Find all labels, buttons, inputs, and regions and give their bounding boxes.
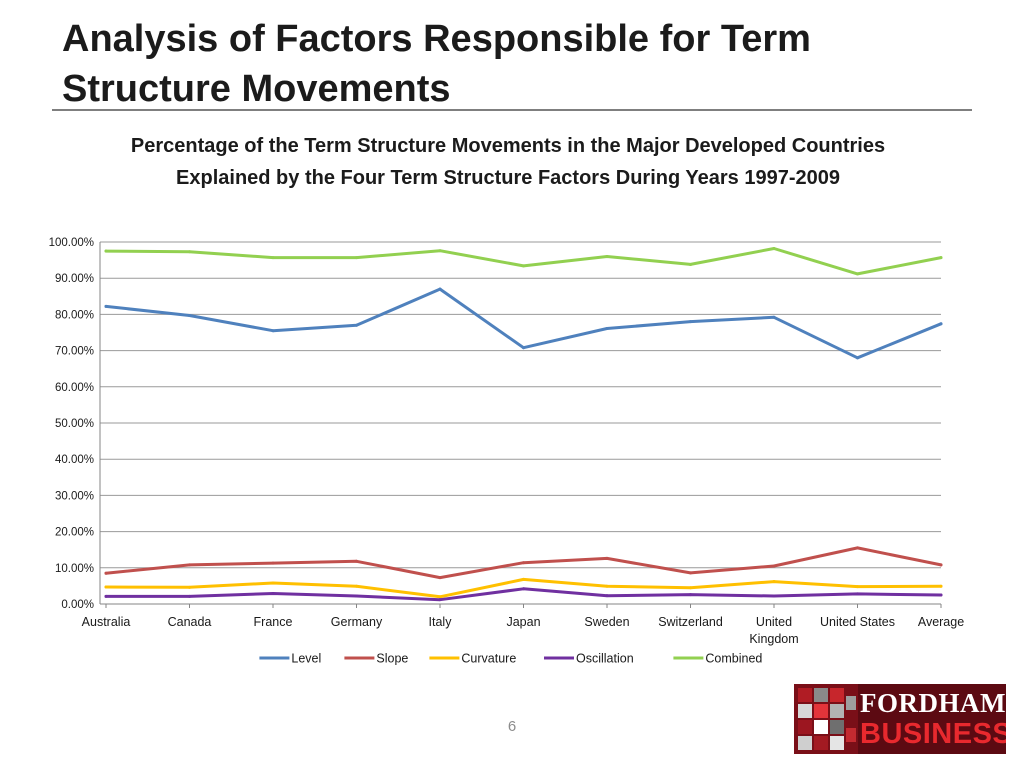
- x-tick-label: Average: [918, 615, 964, 629]
- x-tick-label: Germany: [331, 615, 383, 629]
- data-point-level: [689, 320, 692, 324]
- data-point-combined: [856, 272, 859, 276]
- data-point-level: [438, 287, 442, 291]
- data-point-oscillation: [522, 587, 525, 591]
- data-point-slope: [772, 564, 776, 568]
- data-point-curvature: [772, 580, 776, 584]
- x-tick-label: United Kingdom: [749, 615, 798, 646]
- logo-line-2: BUSINESS: [860, 718, 1006, 750]
- data-point-slope: [856, 546, 859, 550]
- y-tick-label: 40.00%: [55, 454, 94, 466]
- data-point-level: [856, 356, 859, 360]
- data-point-level: [104, 304, 108, 308]
- data-point-oscillation: [355, 594, 358, 598]
- x-tick-label: United States: [820, 615, 895, 629]
- legend-label-combined: Combined: [705, 652, 762, 666]
- data-point-level: [188, 313, 191, 317]
- series-line-oscillation: [104, 587, 943, 602]
- legend-label-curvature: Curvature: [461, 652, 516, 666]
- data-point-curvature: [522, 577, 525, 581]
- data-point-curvature: [689, 586, 692, 590]
- y-tick-label: 30.00%: [55, 490, 94, 502]
- data-point-combined: [271, 256, 275, 260]
- data-point-oscillation: [856, 592, 859, 596]
- data-point-combined: [689, 262, 692, 266]
- x-tick-label: France: [254, 615, 293, 629]
- data-point-slope: [104, 571, 108, 575]
- slide-title: Analysis of Factors Responsible for Term…: [62, 18, 811, 110]
- y-tick-label: 90.00%: [55, 273, 94, 285]
- data-point-slope: [438, 576, 442, 580]
- data-point-slope: [605, 556, 609, 560]
- data-point-level: [605, 327, 609, 331]
- data-point-curvature: [605, 584, 609, 588]
- data-point-curvature: [271, 581, 275, 585]
- page-number: 6: [507, 718, 517, 735]
- logo-mosaic-icon: [794, 684, 858, 754]
- line-chart: 0.00% 10.00% 20.00% 30.00% 40.00% 50.00% 60.00…: [49, 237, 965, 666]
- data-point-curvature: [355, 584, 358, 588]
- y-tick-label: 80.00%: [55, 309, 94, 321]
- legend-label-slope: Slope: [376, 652, 408, 666]
- data-point-slope: [689, 571, 692, 575]
- data-point-curvature: [188, 585, 191, 589]
- data-point-combined: [605, 254, 609, 258]
- data-point-combined: [188, 250, 191, 254]
- y-tick-label: 60.00%: [55, 382, 94, 394]
- data-point-oscillation: [772, 594, 776, 598]
- data-point-oscillation: [188, 594, 191, 598]
- title-divider: [52, 109, 972, 111]
- legend-label-oscillation: Oscillation: [576, 652, 634, 666]
- data-point-slope: [355, 559, 358, 563]
- data-point-slope: [939, 563, 943, 567]
- data-point-slope: [188, 563, 191, 567]
- data-point-level: [939, 322, 943, 326]
- x-tick-label: Australia: [82, 615, 131, 629]
- data-point-curvature: [104, 585, 108, 589]
- data-point-oscillation: [438, 598, 442, 602]
- data-point-oscillation: [689, 593, 692, 597]
- x-tick-label: Japan: [506, 615, 540, 629]
- fordham-business-logo: FORDHAM BUSINESS: [794, 684, 1006, 754]
- data-point-slope: [522, 561, 525, 565]
- data-point-curvature: [438, 595, 442, 599]
- data-point-oscillation: [271, 592, 275, 596]
- data-point-level: [271, 329, 275, 333]
- y-tick-label: 20.00%: [55, 527, 94, 539]
- data-point-combined: [438, 249, 442, 253]
- data-point-slope: [271, 561, 275, 565]
- data-point-curvature: [856, 585, 859, 589]
- x-tick-label: Sweden: [584, 615, 629, 629]
- x-tick-label: Canada: [168, 615, 212, 629]
- y-tick-label: 10.00%: [55, 563, 94, 575]
- data-point-oscillation: [605, 594, 609, 598]
- y-tick-label: 70.00%: [55, 346, 94, 358]
- data-point-combined: [939, 256, 943, 260]
- logo-line-1: FORDHAM: [860, 688, 1006, 718]
- x-tick-label: Switzerland: [658, 615, 723, 629]
- data-point-combined: [522, 264, 525, 268]
- x-tick-label: Italy: [429, 615, 453, 629]
- data-point-oscillation: [939, 593, 943, 597]
- data-point-combined: [772, 247, 776, 251]
- data-point-combined: [104, 249, 108, 253]
- series-line-combined: [104, 247, 943, 276]
- y-tick-label: 0.00%: [61, 599, 94, 611]
- data-point-combined: [355, 256, 358, 260]
- legend-label-level: Level: [291, 652, 321, 666]
- chart-title: Percentage of the Term Structure Movemen…: [130, 135, 886, 189]
- y-tick-label: 50.00%: [55, 418, 94, 430]
- data-point-level: [355, 323, 358, 327]
- y-tick-label: 100.00%: [49, 237, 94, 249]
- data-point-level: [522, 346, 525, 350]
- data-point-curvature: [939, 584, 943, 588]
- data-point-oscillation: [104, 594, 108, 598]
- data-point-level: [772, 315, 776, 319]
